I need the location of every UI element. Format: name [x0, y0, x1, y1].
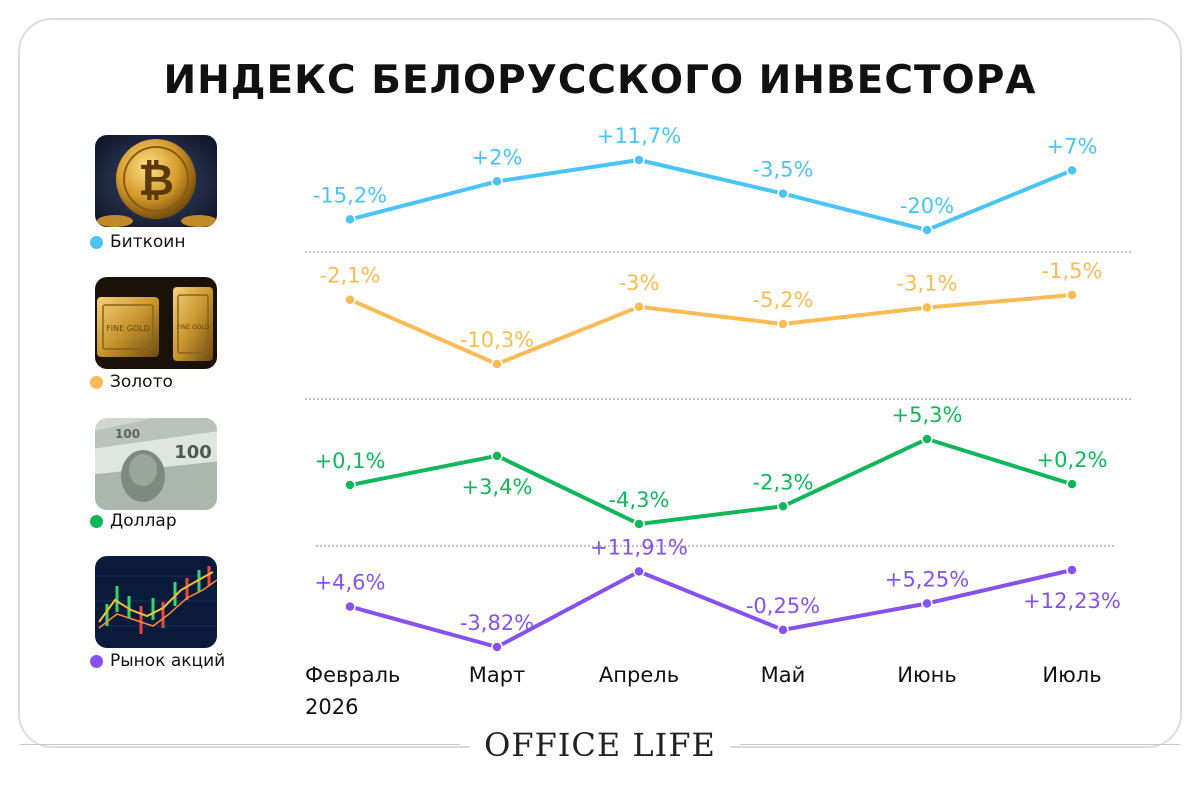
data-label: -3,1%	[897, 272, 958, 296]
data-point	[1066, 289, 1078, 301]
data-label: -4,3%	[609, 488, 670, 512]
data-label: -0,25%	[746, 594, 820, 618]
x-tick-label: Февраль 2026	[305, 663, 400, 719]
bitcoin-coin-icon: ₿	[95, 135, 217, 227]
legend-label: Доллар	[110, 511, 177, 531]
data-point	[1066, 478, 1078, 490]
data-point	[491, 641, 503, 653]
data-point	[344, 213, 356, 226]
legend-gold: Золото	[90, 372, 173, 392]
svg-text:FINE GOLD: FINE GOLD	[106, 324, 150, 333]
data-label: +11,91%	[590, 536, 688, 560]
data-point	[491, 358, 503, 370]
dollar-banknotes-icon: 100 100	[95, 418, 217, 510]
gold-bars-icon: FINE GOLD FINE GOLD	[95, 277, 217, 369]
data-label: -1,5%	[1042, 259, 1103, 283]
data-point	[777, 318, 789, 330]
data-label: +5,3%	[892, 403, 963, 427]
data-point	[633, 154, 645, 166]
data-point	[491, 175, 503, 188]
data-point	[344, 293, 356, 306]
data-point	[1066, 564, 1078, 576]
data-point	[921, 433, 933, 445]
series-line	[349, 437, 1073, 526]
legend-dot	[90, 235, 103, 249]
legend-dot	[90, 375, 103, 389]
data-label: +0,2%	[1037, 448, 1108, 472]
data-label: -2,3%	[753, 470, 814, 494]
data-label: +11,7%	[597, 124, 681, 148]
data-label: -3,82%	[460, 611, 534, 635]
data-label: +12,23%	[1023, 589, 1121, 613]
series-line	[349, 158, 1073, 232]
data-point	[921, 301, 933, 314]
data-label: +2%	[472, 145, 523, 169]
data-point	[633, 301, 645, 313]
legend-dot	[90, 654, 103, 668]
x-tick-label: Май	[761, 663, 806, 687]
data-point	[344, 479, 356, 491]
data-point	[633, 565, 645, 578]
data-point	[777, 624, 789, 636]
legend-dollar: Доллар	[90, 511, 177, 531]
data-point	[777, 500, 789, 513]
series-line	[349, 293, 1073, 366]
data-label: -2,1%	[320, 264, 381, 288]
legend-label: Рынок акций	[110, 651, 226, 671]
series-line	[349, 568, 1073, 649]
svg-text:FINE GOLD: FINE GOLD	[177, 324, 210, 331]
page-title: ИНДЕКС БЕЛОРУССКОГО ИНВЕСТОРА	[163, 58, 1037, 103]
data-label: +0,1%	[315, 449, 386, 473]
data-label: +5,25%	[885, 567, 969, 591]
data-point	[921, 224, 933, 236]
data-label: -3,5%	[753, 158, 814, 182]
data-label: +3,4%	[462, 475, 533, 499]
data-label: -10,3%	[460, 328, 534, 352]
data-label: -20%	[900, 194, 954, 218]
data-point	[633, 518, 645, 530]
svg-text:₿: ₿	[138, 155, 174, 206]
stock-chart-icon	[95, 556, 217, 648]
brand-logo: OFFICE LIFE	[470, 726, 730, 764]
data-point	[921, 597, 933, 610]
x-tick-label: Апрель	[599, 663, 679, 687]
data-label: +4,6%	[315, 571, 386, 595]
data-label: +7%	[1047, 134, 1098, 158]
svg-text:100: 100	[174, 442, 212, 463]
legend-label: Биткоин	[110, 232, 186, 252]
legend-stocks: Рынок акций	[90, 651, 225, 671]
legend-dot	[90, 514, 103, 528]
data-label: -3%	[619, 271, 660, 295]
x-tick-label: Март	[469, 663, 526, 687]
legend-bitcoin: Биткоин	[90, 232, 185, 252]
data-label: -15,2%	[313, 183, 387, 207]
data-point	[1066, 164, 1078, 177]
x-tick-label: Июнь	[897, 663, 957, 687]
svg-text:100: 100	[115, 427, 140, 441]
legend-label: Золото	[110, 372, 173, 392]
data-point	[777, 187, 789, 200]
footer-divider	[20, 744, 460, 745]
data-point	[491, 450, 503, 462]
footer-divider	[740, 744, 1180, 745]
data-point	[344, 600, 356, 613]
x-tick-label: Июль	[1042, 663, 1101, 687]
data-label: -5,2%	[753, 288, 814, 312]
